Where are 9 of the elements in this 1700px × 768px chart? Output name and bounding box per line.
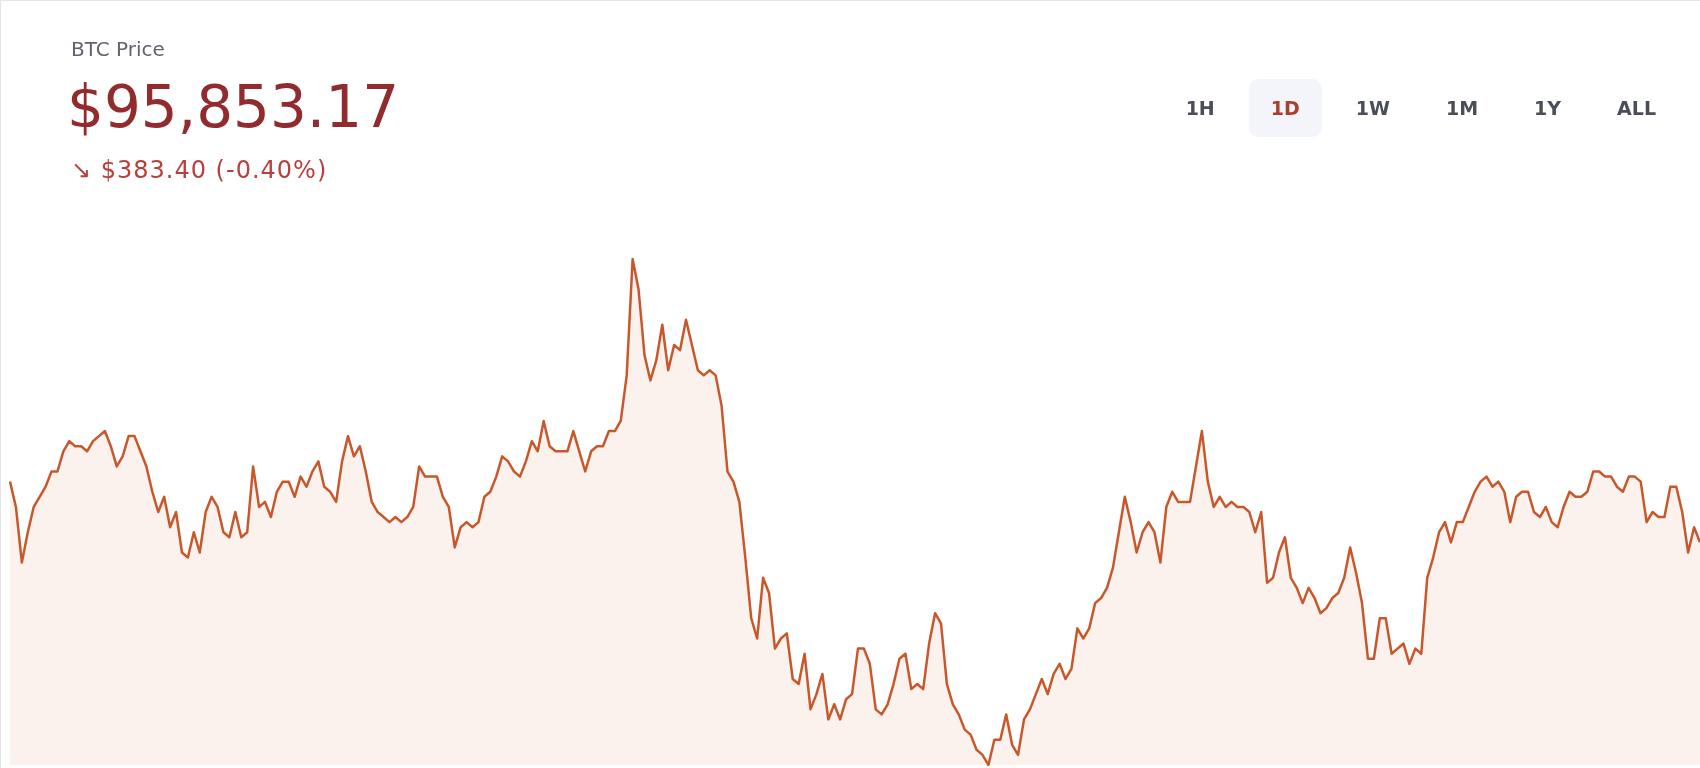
chart-title: BTC Price (71, 37, 165, 61)
text: 1D (1248, 79, 1322, 137)
text: 1M (1444, 96, 1480, 121)
text: 1W (1354, 96, 1391, 121)
text: ↘ $383.40 (-0.40%) (71, 156, 328, 184)
chart-subtitle: $95,853.17 (67, 73, 400, 141)
text: 1Y (1533, 96, 1563, 121)
text: 1H (1184, 96, 1216, 121)
text: ALL (1616, 96, 1657, 121)
